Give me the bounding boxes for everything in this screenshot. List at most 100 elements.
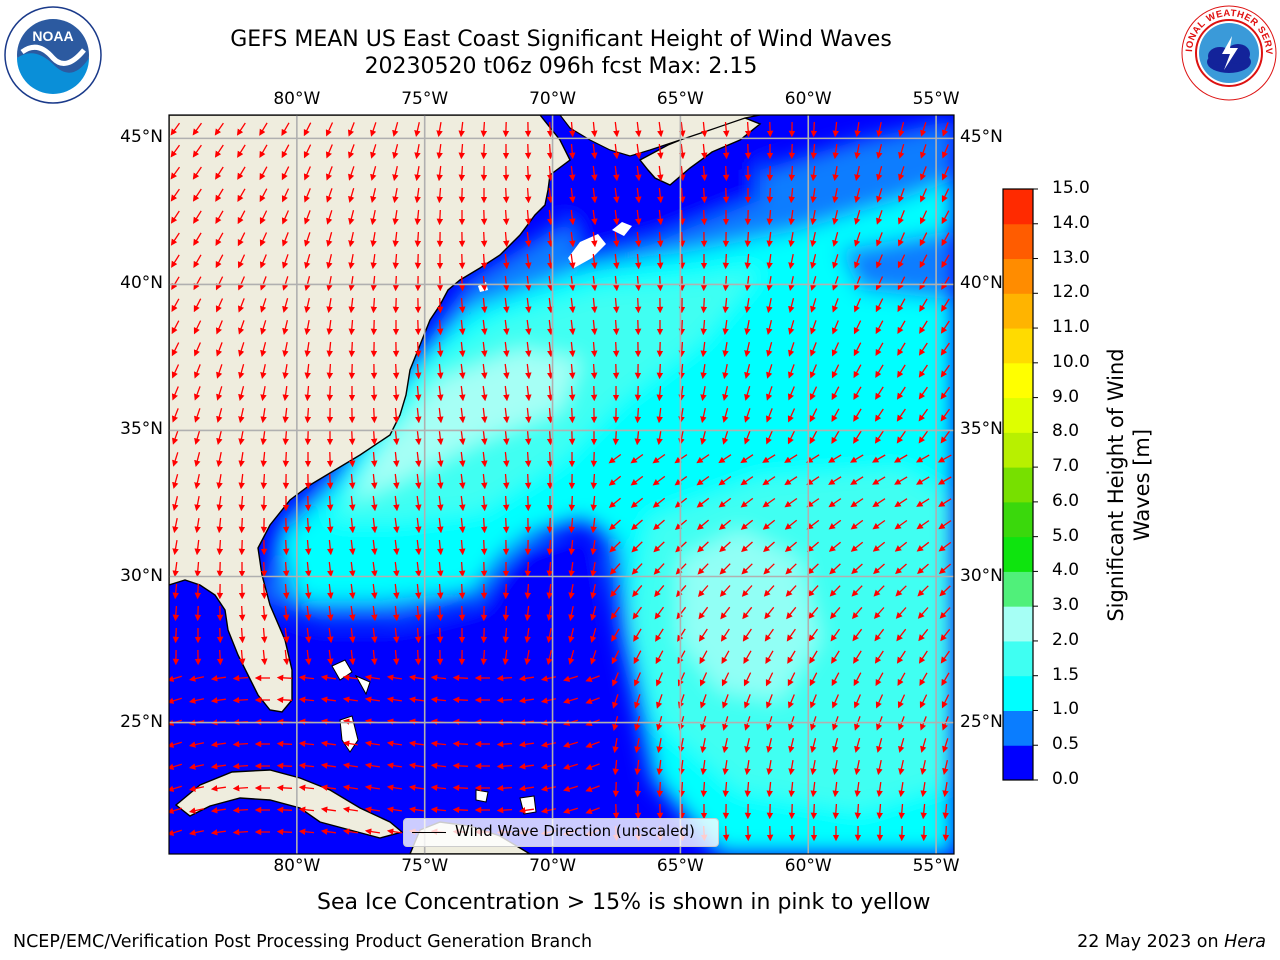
- wave-arrow-837: [371, 627, 378, 644]
- wave-arrow-899: [940, 650, 950, 664]
- wave-arrow-603: [762, 476, 776, 486]
- wave-arrow-265: [458, 275, 466, 292]
- wave-arrow-34: [920, 122, 927, 137]
- wave-arrow-81: [370, 166, 377, 181]
- wave-arrow-287: [941, 276, 950, 290]
- wave-arrow-691: [327, 539, 334, 556]
- wave-arrow-513: [370, 429, 378, 446]
- wave-arrow-561: [630, 453, 644, 464]
- wave-arrow-818: [742, 606, 753, 620]
- wave-arrow-751: [851, 563, 863, 575]
- wave-arrow-254: [215, 276, 224, 291]
- wave-arrow-714: [828, 541, 842, 552]
- wave-arrow-1117: [188, 807, 205, 814]
- lon-label-top-4: 60°W: [784, 89, 832, 109]
- wave-arrow-883: [590, 650, 597, 665]
- wave-arrow-330: [304, 319, 311, 336]
- wave-arrow-512: [348, 429, 356, 446]
- wave-arrow-1023: [496, 740, 513, 748]
- wave-arrow-102: [832, 165, 839, 182]
- wave-arrow-423: [766, 364, 773, 379]
- wave-arrow-443: [414, 385, 422, 402]
- wave-arrow-931: [853, 672, 862, 687]
- wave-arrow-1018: [386, 740, 402, 747]
- wave-arrow-898: [918, 650, 928, 664]
- wave-arrow-930: [831, 672, 840, 687]
- wave-arrow-889: [721, 650, 730, 665]
- wave-arrow-764: [349, 583, 356, 600]
- wave-arrow-1047: [232, 762, 249, 770]
- wave-arrow-249: [897, 254, 906, 269]
- wave-arrow-526: [656, 430, 663, 446]
- wave-arrow-1097: [540, 785, 557, 792]
- wave-arrow-1133: [540, 807, 557, 814]
- wave-arrow-500: [874, 408, 884, 422]
- wave-arrow-767: [415, 583, 422, 600]
- wave-arrow-331: [326, 320, 333, 336]
- wave-arrow-268: [525, 275, 532, 292]
- footer-date: 22 May 2023 on Hera: [1077, 932, 1266, 952]
- wave-arrow-3: [236, 122, 246, 136]
- wave-arrow-412: [525, 363, 532, 380]
- wave-arrow-351: [766, 320, 773, 335]
- colorbar-segment-16: [1003, 189, 1033, 225]
- wave-arrow-322: [919, 298, 928, 312]
- wave-arrow-948: [430, 696, 447, 703]
- wave-arrow-21: [635, 121, 642, 138]
- wave-arrow-358: [919, 320, 928, 334]
- wave-arrow-147: [237, 210, 246, 225]
- wave-arrow-1056: [430, 762, 447, 769]
- footer-machine: Hera: [1224, 932, 1266, 952]
- wave-arrow-238: [656, 253, 664, 270]
- wave-arrow-754: [917, 563, 929, 575]
- wave-arrow-397: [193, 364, 201, 379]
- wave-arrow-812: [610, 606, 620, 620]
- wave-arrow-784: [785, 585, 797, 597]
- wave-arrow-403: [326, 363, 334, 380]
- colorbar-tick-8: 6.0: [1052, 490, 1080, 511]
- wave-arrow-295: [326, 297, 333, 314]
- gridlines: [169, 115, 954, 854]
- wave-arrow-716: [872, 541, 886, 552]
- wave-arrow-347: [678, 319, 686, 336]
- wave-arrow-535: [853, 430, 862, 444]
- wave-arrow-845: [546, 627, 553, 644]
- wave-arrow-277: [722, 275, 730, 292]
- colorbar-tick-16: 14.0: [1052, 212, 1090, 233]
- wave-arrow-355: [853, 320, 862, 335]
- wave-arrow-1077: [898, 759, 905, 776]
- wave-arrow-174: [832, 210, 839, 225]
- wave-arrow-326: [215, 320, 223, 335]
- wave-arrow-836: [349, 627, 356, 644]
- wave-arrow-873: [371, 649, 378, 666]
- wave-arrow-465: [896, 386, 906, 400]
- wave-arrow-421: [722, 363, 729, 380]
- wave-arrow-167: [678, 209, 686, 226]
- wave-arrow-957: [634, 694, 641, 709]
- wave-arrow-313: [722, 297, 729, 314]
- colorbar-tick-9: 7.0: [1052, 456, 1080, 477]
- wave-arrow-943: [320, 696, 336, 703]
- ocean-band-4b: [680, 530, 820, 700]
- wave-arrow-258: [304, 276, 311, 291]
- wave-arrow-640: [784, 497, 798, 508]
- wave-arrow-413: [547, 363, 554, 380]
- wave-arrow-654: [304, 517, 312, 534]
- wave-arrow-860: [874, 628, 885, 642]
- wave-arrow-374: [481, 341, 488, 358]
- map-frame: [168, 114, 955, 855]
- wave-arrow-905: [276, 674, 293, 682]
- wave-arrow-497: [809, 408, 818, 423]
- wave-arrow-517: [459, 429, 466, 446]
- wave-arrow-626: [480, 495, 488, 512]
- wave-arrow-372: [436, 341, 444, 358]
- wave-arrow-1145: [810, 803, 818, 820]
- land-turks: [475, 789, 489, 803]
- wave-arrow-690: [304, 539, 312, 556]
- wave-arrow-251: [941, 254, 950, 269]
- wave-arrow-1126: [386, 806, 402, 813]
- wave-arrow-58: [657, 143, 664, 160]
- legend-line: [412, 832, 446, 833]
- wave-arrow-402: [304, 363, 311, 380]
- wave-arrow-61: [722, 143, 730, 160]
